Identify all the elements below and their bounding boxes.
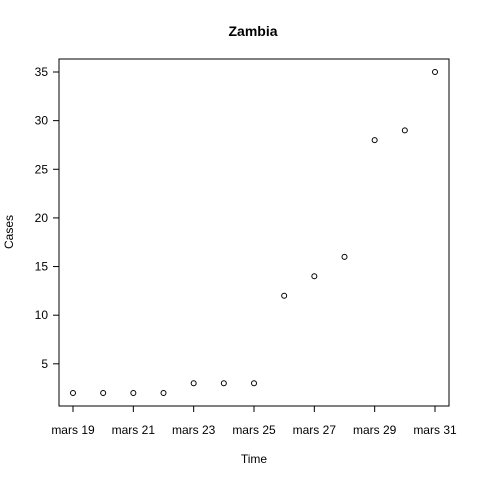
x-tick-label: mars 23: [172, 423, 216, 437]
x-tick-label: mars 21: [112, 423, 156, 437]
data-point: [432, 69, 438, 75]
plot-frame: [58, 58, 450, 407]
data-point: [341, 253, 348, 260]
y-tick-label: 10: [35, 308, 49, 322]
x-axis-label: Time: [241, 452, 268, 466]
data-point: [311, 273, 318, 280]
data-point: [130, 390, 137, 396]
y-tick-label: 15: [35, 260, 49, 274]
data-point: [371, 137, 378, 144]
data-point: [70, 390, 76, 396]
y-tick-label: 20: [35, 211, 49, 225]
x-tick-label: mars 31: [413, 423, 457, 437]
data-point: [160, 390, 167, 396]
data-point: [251, 380, 257, 387]
y-axis: 5 10 15 20 25 30 35: [35, 65, 60, 371]
data-point: [401, 127, 408, 134]
x-tick-label: mars 27: [293, 423, 337, 437]
y-tick-label: 35: [35, 65, 49, 79]
data-points: [70, 69, 438, 396]
y-tick-label: 30: [35, 114, 49, 128]
data-point: [190, 380, 197, 387]
data-point: [281, 292, 288, 299]
x-tick-label: mars 25: [232, 423, 276, 437]
x-tick-label: mars 19: [51, 423, 95, 437]
x-tick-label: mars 29: [353, 423, 397, 437]
chart-title: Zambia: [228, 23, 277, 39]
data-point: [220, 380, 227, 387]
y-tick-label: 25: [35, 162, 49, 176]
y-tick-label: 5: [41, 357, 48, 371]
x-axis: mars 19 mars 21 mars 23 mars 25 mars 27 mars …: [51, 405, 457, 437]
data-point: [100, 390, 107, 396]
y-axis-label: Cases: [2, 215, 16, 249]
